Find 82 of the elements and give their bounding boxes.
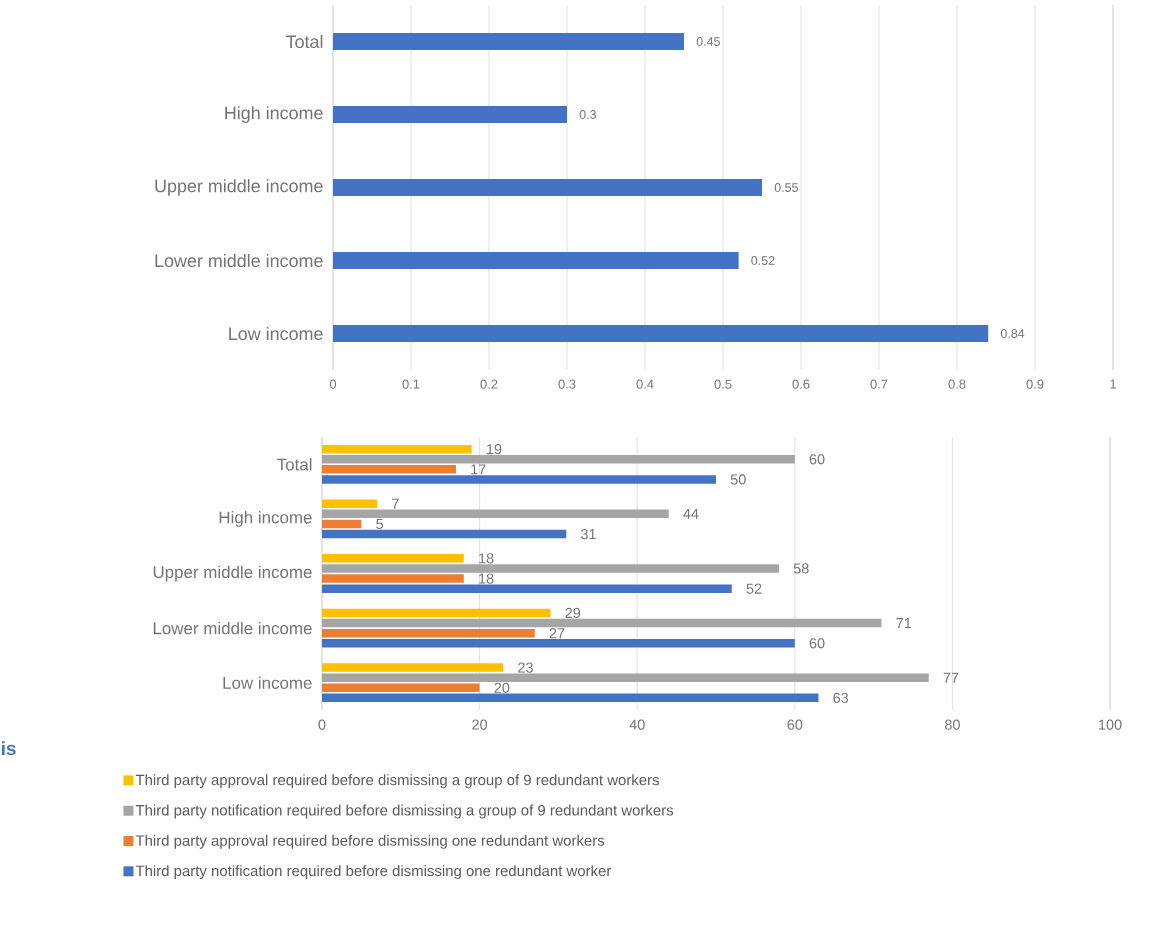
data-label: 50	[730, 474, 746, 485]
bar	[322, 584, 732, 593]
x-tick-label: 0	[318, 719, 326, 730]
bar	[322, 618, 882, 628]
bar	[322, 673, 929, 682]
data-label: 60	[809, 454, 825, 465]
x-tick-label: 0.7	[870, 379, 888, 389]
bar	[322, 529, 567, 539]
x-tick-label: 60	[787, 719, 803, 730]
bar	[333, 33, 685, 50]
y-tick-label: Low income	[229, 326, 323, 341]
bar	[333, 252, 739, 269]
data-label: 0.45	[696, 37, 720, 46]
legend-label: Third party notification required before dismissing one redundant worker	[135, 865, 612, 880]
data-label: 23	[518, 662, 533, 673]
x-tick-label: 0.9	[1026, 379, 1044, 389]
data-label: 18	[479, 573, 494, 584]
data-label: 77	[943, 672, 959, 683]
data-label: 0.52	[751, 256, 775, 265]
bar	[322, 475, 716, 484]
x-tick-label: 0.2	[480, 379, 498, 389]
x-tick-label: 20	[472, 719, 488, 730]
y-tick-label: Low income	[223, 676, 312, 689]
data-label: 0.55	[774, 183, 798, 192]
legend-label: Third party approval required before dismissing one redundant workers	[135, 834, 605, 849]
data-label: 19	[487, 444, 502, 455]
y-tick-label: Upper middle income	[153, 565, 312, 582]
data-label: 27	[549, 628, 565, 639]
x-tick-label: 0.4	[636, 379, 654, 389]
y-tick-label: High income	[219, 511, 312, 527]
x-tick-label: 0.1	[402, 379, 420, 389]
bar	[333, 179, 763, 196]
data-label: 20	[494, 682, 510, 693]
x-tick-label: 40	[629, 719, 645, 730]
bar	[322, 444, 472, 454]
bar	[322, 509, 669, 519]
y-tick-label: Total	[277, 458, 312, 471]
bar	[322, 663, 504, 672]
data-label: 58	[793, 563, 809, 574]
legend-label: Third party approval required before dismissing a group of 9 redundant workers	[135, 774, 659, 789]
x-tick-label: 80	[945, 719, 960, 730]
bar	[333, 106, 567, 123]
bar	[322, 465, 456, 474]
bar	[333, 325, 989, 342]
bar	[322, 499, 378, 509]
data-label: 31	[581, 528, 596, 540]
x-tick-label: 0.6	[792, 379, 810, 389]
bar	[322, 455, 795, 464]
legend-label: Third party notification required before dismissing a group of 9 redundant workers	[135, 804, 674, 819]
data-label: 17	[471, 464, 486, 475]
data-label: 63	[833, 692, 849, 703]
data-label: 60	[809, 638, 825, 649]
data-label: 0.84	[1000, 329, 1025, 338]
bar	[322, 519, 362, 529]
bar	[322, 683, 480, 693]
bar	[322, 628, 535, 638]
x-tick-label: 1	[1110, 379, 1116, 389]
x-tick-label: 0.5	[714, 379, 732, 389]
data-label: 52	[746, 583, 762, 594]
x-tick-label: 0.3	[558, 379, 576, 389]
bar	[322, 608, 551, 618]
text: is	[2, 741, 16, 756]
data-label: 71	[896, 618, 912, 629]
data-label: 7	[392, 498, 399, 509]
bar	[322, 574, 464, 583]
bar	[322, 554, 464, 563]
y-tick-label: Lower middle income	[153, 621, 312, 635]
bar	[322, 639, 795, 648]
bar	[322, 564, 780, 573]
y-tick-label: Lower middle income	[155, 253, 323, 268]
x-tick-label: 0	[329, 379, 337, 389]
data-label: 0.3	[579, 110, 596, 119]
data-label: 44	[683, 508, 699, 519]
data-label: 5	[376, 518, 384, 529]
x-tick-label: 100	[1099, 719, 1122, 730]
data-label: 29	[565, 607, 581, 619]
x-tick-label: 0.8	[948, 379, 966, 389]
y-tick-label: Total	[286, 34, 323, 49]
y-tick-label: High income	[225, 106, 323, 123]
y-tick-label: Upper middle income	[155, 179, 323, 196]
bar	[322, 693, 819, 703]
data-label: 18	[479, 553, 494, 564]
